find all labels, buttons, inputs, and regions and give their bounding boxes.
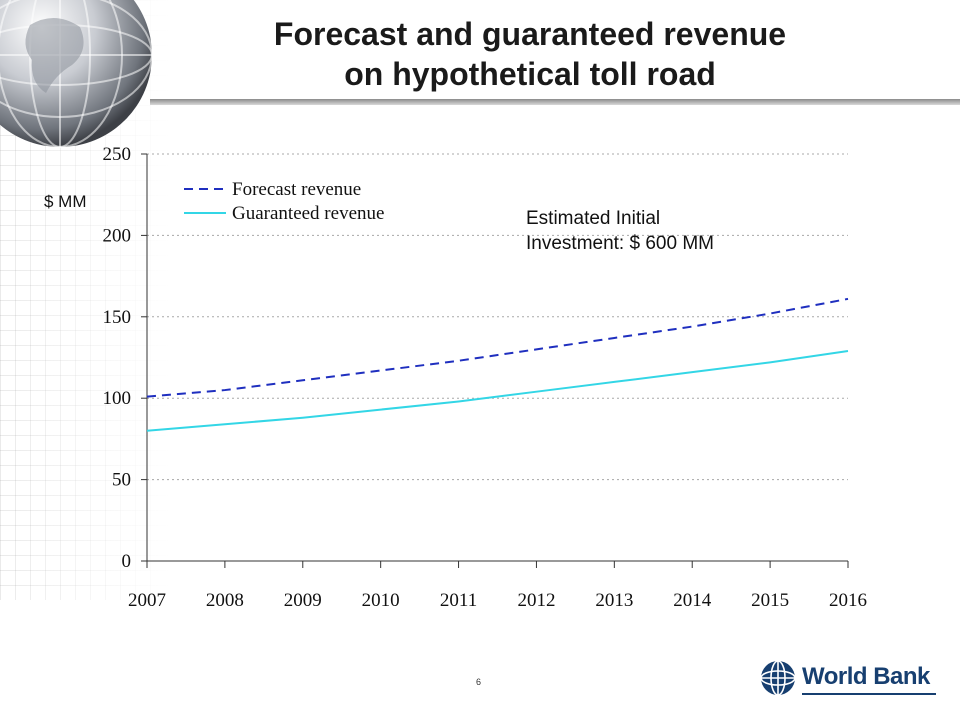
investment-annotation: Estimated Initial Investment: $ 600 MM xyxy=(526,206,714,256)
x-tick-label: 2016 xyxy=(829,590,867,611)
x-tick-label: 2014 xyxy=(673,590,712,611)
series-line-forecast xyxy=(146,297,849,398)
y-tick-label: 50 xyxy=(112,470,131,491)
annotation-line-2: Investment: $ 600 MM xyxy=(526,233,714,254)
legend-label: Guaranteed revenue xyxy=(232,203,384,224)
x-tick-label: 2015 xyxy=(751,590,789,611)
page-number: 6 xyxy=(476,677,482,687)
title-line-2: on hypothetical toll road xyxy=(344,56,716,92)
slide-title: Forecast and guaranteed revenue on hypot… xyxy=(180,14,880,94)
logo-text: World Bank xyxy=(802,663,930,690)
x-tick-label: 2012 xyxy=(517,590,555,611)
logo-underline xyxy=(802,693,936,695)
globe-icon xyxy=(0,0,153,148)
series-line-guaranteed xyxy=(146,349,849,432)
x-tick-label: 2007 xyxy=(128,590,166,611)
world-bank-logo: World Bank xyxy=(758,658,938,698)
title-line-1: Forecast and guaranteed revenue xyxy=(273,16,787,52)
y-tick-label: 100 xyxy=(103,388,132,409)
x-tick-label: 2011 xyxy=(440,590,477,611)
y-tick-label: 200 xyxy=(103,225,132,246)
y-tick-label: 250 xyxy=(103,144,132,165)
y-axis-unit-label: $ MM xyxy=(44,192,87,211)
x-tick-label: 2013 xyxy=(595,590,633,611)
title-underline xyxy=(150,99,960,105)
legend-label: Forecast revenue xyxy=(232,179,361,200)
x-tick-label: 2010 xyxy=(362,590,400,611)
world-bank-globe-icon xyxy=(758,658,798,698)
annotation-line-1: Estimated Initial xyxy=(526,208,661,229)
x-tick-label: 2008 xyxy=(206,590,244,611)
y-tick-label: 150 xyxy=(103,307,132,328)
y-tick-label: 0 xyxy=(122,551,132,572)
x-tick-label: 2009 xyxy=(284,590,322,611)
